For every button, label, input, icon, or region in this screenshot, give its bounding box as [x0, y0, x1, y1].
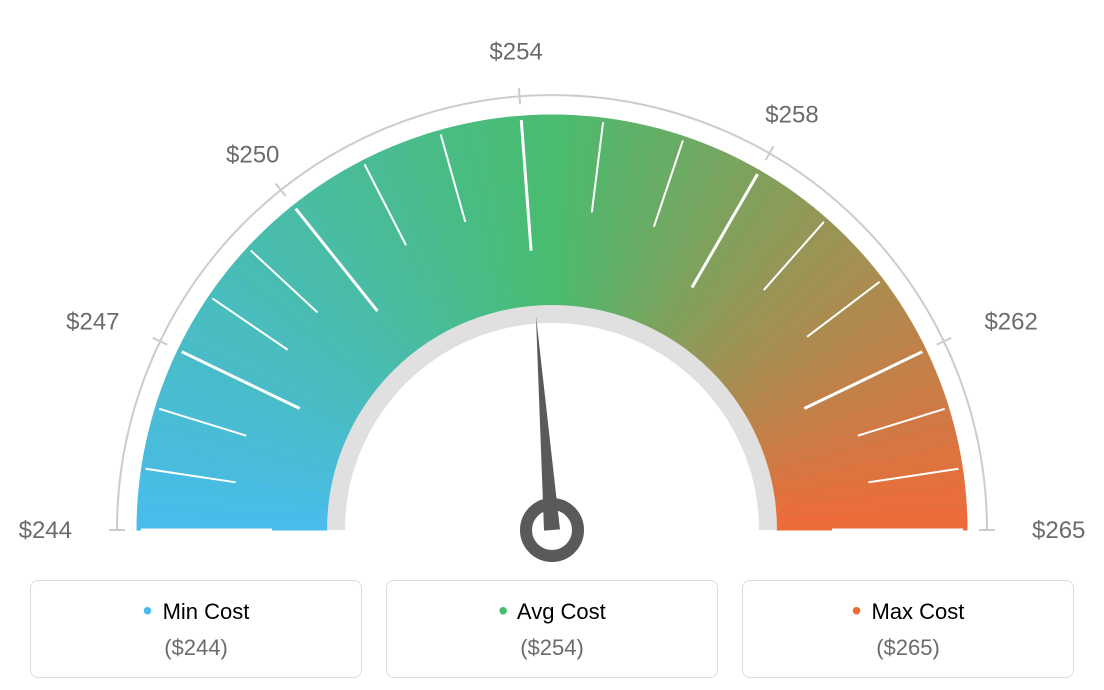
gauge-tick-label: $250	[226, 142, 279, 169]
dot-icon: •	[852, 595, 862, 626]
dot-icon: •	[498, 595, 508, 626]
legend-card-avg: • Avg Cost ($254)	[386, 580, 718, 678]
gauge-tick-label: $254	[489, 38, 542, 65]
legend-title-avg: • Avg Cost	[397, 599, 707, 625]
gauge-tick-label: $265	[1032, 517, 1085, 544]
gauge-tick-label: $247	[66, 309, 119, 336]
legend-card-min: • Min Cost ($244)	[30, 580, 362, 678]
legend-card-max: • Max Cost ($265)	[742, 580, 1074, 678]
gauge-tick-label: $258	[765, 101, 818, 128]
legend-title-max: • Max Cost	[753, 599, 1063, 625]
legend-label: Max Cost	[872, 599, 965, 624]
legend-value-max: ($265)	[753, 635, 1063, 661]
legend-row: • Min Cost ($244) • Avg Cost ($254) • Ma…	[10, 580, 1094, 678]
legend-label: Avg Cost	[517, 599, 606, 624]
legend-value-avg: ($254)	[397, 635, 707, 661]
dot-icon: •	[143, 595, 153, 626]
legend-value-min: ($244)	[41, 635, 351, 661]
legend-label: Min Cost	[163, 599, 250, 624]
gauge-svg: $244 $247 $250 $254 $258 $262 $265	[10, 10, 1094, 570]
gauge-tick-label: $262	[984, 309, 1037, 336]
legend-title-min: • Min Cost	[41, 599, 351, 625]
gauge-chart: $244 $247 $250 $254 $258 $262 $265	[10, 10, 1094, 570]
gauge-tick-label: $244	[19, 517, 72, 544]
